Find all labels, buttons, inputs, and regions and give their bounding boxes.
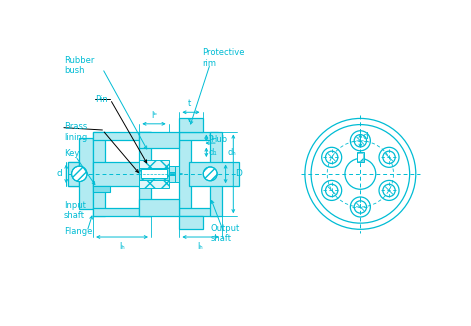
Bar (93, 186, 110, 192)
Text: lₕ: lₕ (197, 242, 203, 251)
Text: t₁: t₁ (209, 133, 215, 142)
Text: Protective
rim: Protective rim (203, 48, 245, 68)
Text: d: d (363, 132, 368, 141)
Bar (175, 166, 179, 182)
Text: Hub: Hub (210, 135, 227, 144)
Text: Flange: Flange (64, 227, 92, 236)
Bar (139, 174, 169, 188)
Bar (210, 131, 222, 216)
Bar (93, 131, 105, 216)
Text: dₕ: dₕ (228, 148, 236, 157)
Bar (93, 208, 151, 216)
Text: D: D (236, 170, 243, 178)
Bar (139, 199, 179, 216)
Bar (179, 131, 191, 216)
Bar (357, 152, 364, 162)
Bar (179, 131, 218, 140)
Bar (93, 162, 151, 186)
Bar (141, 169, 167, 179)
Text: Key: Key (64, 149, 79, 157)
Text: Rubber
bush: Rubber bush (64, 56, 94, 75)
Bar (93, 131, 151, 140)
Text: lₕ: lₕ (119, 242, 124, 251)
Bar (68, 162, 102, 186)
Bar (68, 162, 79, 186)
Bar (179, 118, 203, 131)
Text: d: d (57, 170, 62, 178)
Bar (179, 208, 218, 216)
Text: d₁: d₁ (209, 148, 218, 157)
Text: lᵇ: lᵇ (151, 111, 157, 120)
Bar (179, 216, 203, 229)
Bar (79, 139, 93, 209)
Text: Pin: Pin (95, 95, 107, 104)
Circle shape (203, 167, 217, 181)
Bar (357, 153, 364, 161)
Text: Brass
lining: Brass lining (64, 122, 87, 142)
Bar (189, 162, 239, 186)
Bar (139, 160, 169, 174)
Text: Output
shaft: Output shaft (210, 224, 239, 243)
Text: t: t (188, 99, 191, 109)
Bar (169, 175, 175, 182)
Text: Input
shaft: Input shaft (64, 201, 86, 220)
Bar (139, 131, 151, 216)
Bar (139, 168, 169, 180)
Bar (169, 166, 175, 172)
Circle shape (72, 166, 87, 182)
Bar (139, 131, 179, 148)
